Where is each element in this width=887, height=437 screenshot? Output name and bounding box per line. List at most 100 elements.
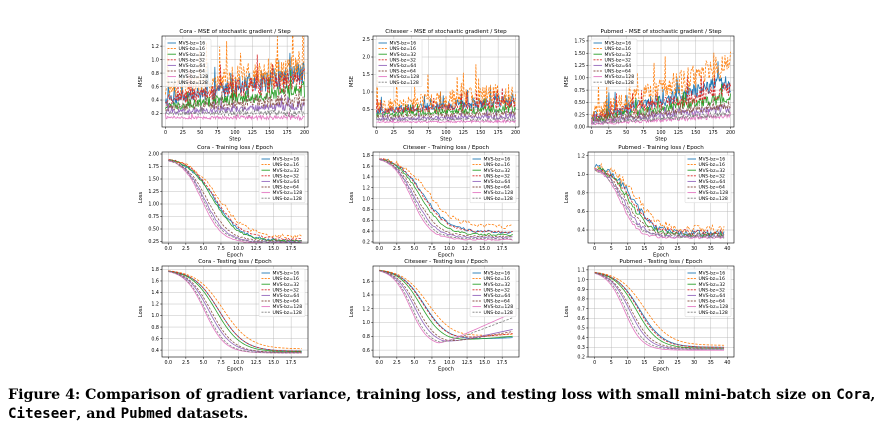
y-axis-label: Loss [138,306,144,318]
x-tick-label: 125 [459,130,468,136]
caption-dataset-pubmed: Pubmed [120,406,172,422]
y-tick-label: 0.6 [151,336,159,342]
legend-label: UNS-bz=64 [273,299,299,305]
series-line-mvs-bz-32 [168,270,302,353]
legend-label: UNS-bz=32 [484,287,510,293]
series-line-mvs-bz-32 [168,159,302,243]
series-line-uns-bz-16 [376,64,516,112]
legend-label: MVS-bz=32 [484,168,511,174]
x-tick-label: 12.5 [251,360,262,366]
series-line-uns-bz-32 [168,270,302,352]
legend-label: MVS-bz=64 [484,179,511,185]
series-line-uns-bz-32 [591,75,731,121]
x-tick-label: 15 [641,360,647,366]
legend-label: UNS-bz=32 [699,173,725,179]
y-tick-label: 0.50 [148,227,159,233]
legend-box [590,38,638,87]
x-tick-label: 125 [674,130,683,136]
y-tick-label: 0.50 [574,100,585,106]
series-line-mvs-bz-64 [168,271,302,353]
legend-box [469,154,517,203]
legend-label: MVS-bz=16 [390,41,417,47]
y-tick-label: 1.0 [362,90,370,96]
x-axis-label: Epoch [653,367,669,373]
y-axis-label: MSE [349,76,355,87]
x-tick-label: 75 [215,130,221,136]
series-line-mvs-bz-16 [376,86,516,116]
series-group [168,158,302,243]
x-tick-label: 50 [197,130,203,136]
y-tick-label: 0.2 [362,240,370,246]
y-tick-label: 0.6 [362,348,370,354]
series-line-mvs-bz-32 [594,272,725,349]
x-tick-label: 30 [691,360,697,366]
legend-box [164,38,212,87]
legend-label: MVS-bz=32 [699,168,726,174]
series-line-uns-bz-64 [379,158,513,238]
y-tick-label: 0.4 [151,348,159,354]
y-tick-label: 1.6 [362,164,370,170]
y-tick-label: 1.4 [362,293,370,299]
y-tick-label: 0.3 [577,345,585,351]
x-tick-label: 15.0 [268,246,279,252]
x-tick-label: 5.0 [411,360,419,366]
figure-caption: Figure 4: Comparison of gradient varianc… [8,386,880,424]
y-tick-label: 0.6 [362,218,370,224]
series-line-mvs-bz-32 [379,269,513,340]
legend-label: MVS-bz=32 [273,168,300,174]
series-group [168,270,302,354]
y-tick-label: 1.2 [362,185,370,191]
y-tick-label: 0.25 [574,112,585,118]
x-tick-label: 150 [476,130,485,136]
chart-title: Pubmed - MSE of stochastic gradient / St… [600,29,722,35]
x-tick-label: 0 [590,130,593,136]
y-tick-label: 1.25 [574,63,585,69]
x-axis-label: Step [229,137,242,143]
y-tick-label: 2.0 [362,55,370,61]
legend-label: MVS-bz=64 [273,179,300,185]
x-tick-label: 175 [709,130,718,136]
x-tick-label: 0.0 [164,246,172,252]
y-tick-label: 0.8 [151,325,159,331]
series-line-mvs-bz-32 [591,83,731,123]
y-tick-label: 0.6 [151,84,159,90]
series-line-uns-bz-64 [591,98,731,123]
series-group [379,269,513,344]
legend-label: MVS-bz=128 [273,304,303,310]
y-tick-label: 1.2 [362,306,370,312]
legend-label: MVS-bz=128 [179,74,209,80]
series-line-uns-bz-128 [594,272,725,350]
series-line-uns-bz-32 [165,54,305,107]
x-tick-label: 7.5 [217,360,225,366]
chart-title: Cora - Testing loss / Epoch [198,259,272,265]
plot-frame [587,35,735,128]
x-tick-label: 5.0 [200,246,208,252]
x-tick-label: 2.5 [182,360,190,366]
series-line-uns-bz-64 [379,270,513,341]
legend-label: MVS-bz=128 [699,304,729,310]
legend-label: MVS-bz=32 [273,282,300,288]
legend: MVS-bz=16UNS-bz=16MVS-bz=32UNS-bz=32MVS-… [469,154,517,203]
subplot-8: Citeseer - Testing loss / Epoch 0.0 2.5 5.0… [349,259,520,373]
x-tick-label: 150 [691,130,700,136]
x-tick-label: 17.5 [286,360,297,366]
y-tick-label: 0.75 [574,88,585,94]
x-tick-label: 7.5 [428,246,436,252]
x-tick-label: 5.0 [200,360,208,366]
series-group [376,64,516,124]
x-tick-label: 125 [248,130,257,136]
y-tick-label: 1.2 [151,44,159,50]
y-tick-label: 1.00 [148,202,159,208]
series-line-uns-bz-16 [168,158,302,240]
y-tick-label: 0.4 [577,228,585,234]
series-line-mvs-bz-128 [165,111,305,122]
x-tick-label: 75 [426,130,432,136]
x-tick-label: 15.0 [479,246,490,252]
y-tick-label: 0.4 [151,98,159,104]
chart-title: Citeseer - Testing loss / Epoch [404,259,488,265]
x-tick-label: 17.5 [497,360,508,366]
y-axis-label: Loss [349,192,355,204]
caption-prefix: Figure 4: Comparison of gradient varianc… [8,387,837,403]
legend: MVS-bz=16UNS-bz=16MVS-bz=32UNS-bz=32MVS-… [164,38,212,87]
x-axis-label: Epoch [653,253,669,259]
